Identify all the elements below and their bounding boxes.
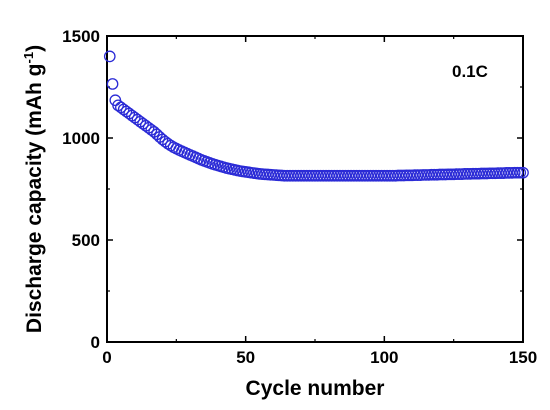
data-point <box>386 169 399 182</box>
data-point <box>311 169 324 182</box>
data-point <box>278 169 291 182</box>
data-point <box>378 169 391 182</box>
data-point <box>314 169 327 182</box>
y-tick-label: 500 <box>72 231 100 250</box>
data-point <box>511 166 524 179</box>
data-point <box>103 50 116 63</box>
data-point <box>320 169 332 182</box>
data-point <box>323 169 335 182</box>
data-point <box>342 169 355 182</box>
data-point <box>442 168 454 181</box>
data-point <box>478 167 491 180</box>
data-point <box>334 169 346 182</box>
y-axis-title-superscript: -1 <box>21 52 36 64</box>
data-point <box>325 169 338 182</box>
data-point <box>411 169 424 181</box>
data-point <box>317 169 330 182</box>
data-point <box>303 169 316 182</box>
data-point <box>336 169 349 182</box>
data-point <box>450 168 463 180</box>
data-point <box>494 167 507 179</box>
data-point <box>445 168 457 181</box>
data-point <box>384 169 396 182</box>
data-point <box>517 166 529 179</box>
y-axis-title-main: Discharge capacity (mAh g <box>23 63 46 333</box>
data-point <box>289 169 302 182</box>
data-point <box>339 169 352 182</box>
data-point <box>453 168 466 180</box>
data-point <box>508 166 521 179</box>
data-point <box>284 169 296 182</box>
x-tick-label: 0 <box>102 348 111 367</box>
data-point <box>483 167 496 180</box>
data-point <box>408 169 421 181</box>
data-point <box>486 167 499 180</box>
data-point <box>467 167 479 180</box>
y-tick-label: 1500 <box>62 27 100 46</box>
data-point <box>370 169 382 182</box>
data-point <box>328 169 341 182</box>
y-tick-label: 0 <box>91 333 100 352</box>
data-point <box>420 169 432 181</box>
data-point <box>514 166 527 179</box>
data-point <box>436 168 449 181</box>
x-tick-label: 100 <box>370 348 398 367</box>
data-point <box>292 169 305 182</box>
data-point <box>372 169 385 182</box>
rate-annotation: 0.1C <box>452 62 488 81</box>
y-axis-title: Discharge capacity (mAh g-1) <box>21 45 46 333</box>
y-axis-title-close: ) <box>23 45 46 52</box>
data-point <box>350 169 363 182</box>
data-point <box>367 169 380 182</box>
data-point <box>475 167 488 180</box>
data-point <box>286 169 299 182</box>
data-point <box>331 169 344 182</box>
data-point <box>347 169 360 182</box>
data-point <box>403 169 416 182</box>
data-point <box>428 168 441 181</box>
data-point <box>106 78 119 90</box>
data-point <box>345 169 357 182</box>
x-tick-label: 150 <box>509 348 537 367</box>
data-point <box>433 168 446 181</box>
data-point <box>461 168 474 180</box>
data-point <box>458 168 471 180</box>
data-point <box>470 167 482 180</box>
data-point <box>503 167 515 179</box>
data-point <box>400 169 413 182</box>
data-point <box>306 169 319 182</box>
x-axis-title: Cycle number <box>246 377 385 400</box>
data-point <box>300 169 313 182</box>
data-point <box>353 169 366 182</box>
data-point <box>381 169 393 182</box>
data-point <box>364 169 377 182</box>
data-point <box>361 169 374 182</box>
data-point <box>375 169 388 182</box>
data-point <box>281 169 294 182</box>
y-tick-label: 1000 <box>62 129 100 148</box>
data-point <box>359 169 371 182</box>
x-tick-label: 50 <box>236 348 255 367</box>
data-point <box>295 169 307 182</box>
data-point <box>309 169 321 182</box>
data-point <box>392 169 405 182</box>
data-point <box>298 169 310 182</box>
data-point <box>417 169 430 181</box>
data-point <box>492 167 504 179</box>
data-point <box>500 167 513 179</box>
data-point <box>425 168 438 181</box>
plot-frame <box>106 35 524 343</box>
data-points <box>103 50 529 182</box>
data-point <box>356 169 368 182</box>
data-point <box>395 169 407 182</box>
